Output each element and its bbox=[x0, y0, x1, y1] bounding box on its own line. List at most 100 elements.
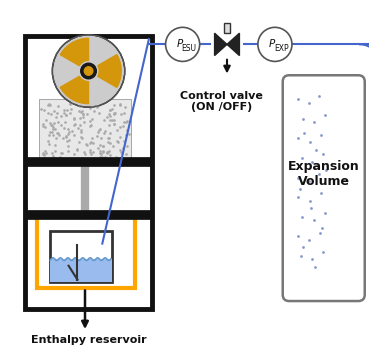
Point bbox=[96, 110, 102, 116]
Point bbox=[77, 115, 83, 121]
Point bbox=[43, 117, 49, 123]
Point bbox=[114, 138, 120, 143]
Point bbox=[69, 128, 75, 134]
Point bbox=[74, 126, 80, 131]
Point bbox=[97, 151, 103, 156]
Point bbox=[39, 151, 46, 157]
Point bbox=[124, 127, 130, 132]
Point bbox=[106, 111, 112, 117]
Point bbox=[97, 126, 103, 132]
Point bbox=[49, 130, 55, 135]
Text: EXP: EXP bbox=[274, 44, 289, 53]
Point bbox=[39, 124, 46, 129]
Point bbox=[57, 154, 63, 159]
Point bbox=[101, 130, 107, 136]
Point bbox=[66, 137, 72, 143]
Point bbox=[117, 102, 123, 108]
Point bbox=[67, 102, 73, 107]
Point bbox=[87, 140, 93, 146]
Point bbox=[97, 154, 103, 160]
Point bbox=[89, 135, 95, 141]
Circle shape bbox=[165, 27, 200, 61]
Point bbox=[121, 138, 127, 144]
Point bbox=[100, 143, 106, 149]
Point bbox=[118, 111, 124, 117]
Point bbox=[101, 117, 108, 122]
Point bbox=[106, 135, 112, 141]
Circle shape bbox=[81, 63, 97, 79]
Point bbox=[70, 122, 77, 128]
Point bbox=[105, 149, 111, 155]
Point bbox=[77, 122, 83, 128]
Point bbox=[83, 111, 90, 117]
Point bbox=[58, 122, 64, 128]
Point bbox=[77, 103, 83, 108]
Point bbox=[62, 112, 69, 118]
Point bbox=[90, 149, 96, 155]
Point bbox=[46, 101, 52, 107]
Point bbox=[122, 104, 128, 110]
Point bbox=[78, 109, 84, 115]
Text: Enthalpy reservoir: Enthalpy reservoir bbox=[31, 335, 146, 345]
Circle shape bbox=[258, 27, 292, 61]
Point bbox=[105, 139, 111, 145]
Point bbox=[95, 145, 101, 151]
Point bbox=[100, 149, 106, 155]
Point bbox=[89, 116, 95, 122]
Bar bbox=[39, 99, 131, 162]
Point bbox=[111, 111, 117, 117]
Point bbox=[53, 136, 59, 141]
Point bbox=[117, 147, 123, 153]
Point bbox=[41, 124, 47, 130]
Point bbox=[46, 156, 52, 162]
Point bbox=[91, 109, 97, 114]
Point bbox=[41, 148, 47, 154]
Text: $P$: $P$ bbox=[268, 37, 276, 49]
Point bbox=[107, 130, 113, 136]
Point bbox=[88, 139, 94, 144]
Point bbox=[45, 138, 51, 143]
Point bbox=[72, 121, 78, 127]
Point bbox=[78, 129, 84, 135]
Point bbox=[80, 111, 86, 117]
Point bbox=[54, 130, 60, 136]
Point bbox=[64, 108, 70, 113]
Point bbox=[39, 121, 46, 127]
Point bbox=[124, 143, 130, 149]
Point bbox=[47, 120, 53, 126]
Point bbox=[55, 119, 61, 124]
Point bbox=[40, 150, 46, 156]
Point bbox=[45, 102, 51, 108]
Point bbox=[70, 132, 77, 138]
Point bbox=[55, 103, 61, 108]
Point bbox=[97, 148, 103, 154]
Point bbox=[107, 113, 113, 119]
Point bbox=[58, 114, 64, 119]
Point bbox=[79, 135, 85, 141]
Point bbox=[51, 120, 57, 125]
Point bbox=[62, 134, 69, 140]
Point bbox=[68, 106, 74, 112]
Text: Control valve
(ON /OFF): Control valve (ON /OFF) bbox=[180, 91, 263, 112]
Point bbox=[47, 102, 53, 108]
Polygon shape bbox=[214, 33, 227, 55]
Point bbox=[118, 149, 124, 154]
Point bbox=[60, 136, 66, 141]
Point bbox=[96, 127, 102, 133]
Circle shape bbox=[84, 67, 93, 75]
Point bbox=[50, 132, 56, 138]
Point bbox=[45, 110, 51, 116]
Point bbox=[119, 150, 125, 155]
Point bbox=[46, 141, 52, 147]
Text: $P$: $P$ bbox=[176, 37, 184, 49]
Point bbox=[97, 142, 103, 148]
Bar bbox=[25, 36, 152, 309]
Point bbox=[48, 111, 54, 117]
Point bbox=[74, 147, 80, 152]
Point bbox=[117, 101, 123, 106]
Polygon shape bbox=[60, 38, 88, 66]
Point bbox=[95, 129, 101, 135]
Point bbox=[52, 126, 58, 132]
Point bbox=[56, 132, 62, 138]
Point bbox=[114, 127, 120, 133]
